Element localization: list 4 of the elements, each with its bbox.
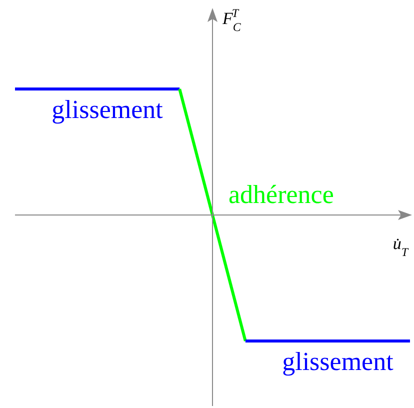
x-axis-title: u̇$_{T}$ [392, 234, 410, 259]
series-label: glissement [282, 347, 394, 376]
series-label: glissement [52, 95, 164, 124]
series-label: adhérence [228, 180, 334, 209]
